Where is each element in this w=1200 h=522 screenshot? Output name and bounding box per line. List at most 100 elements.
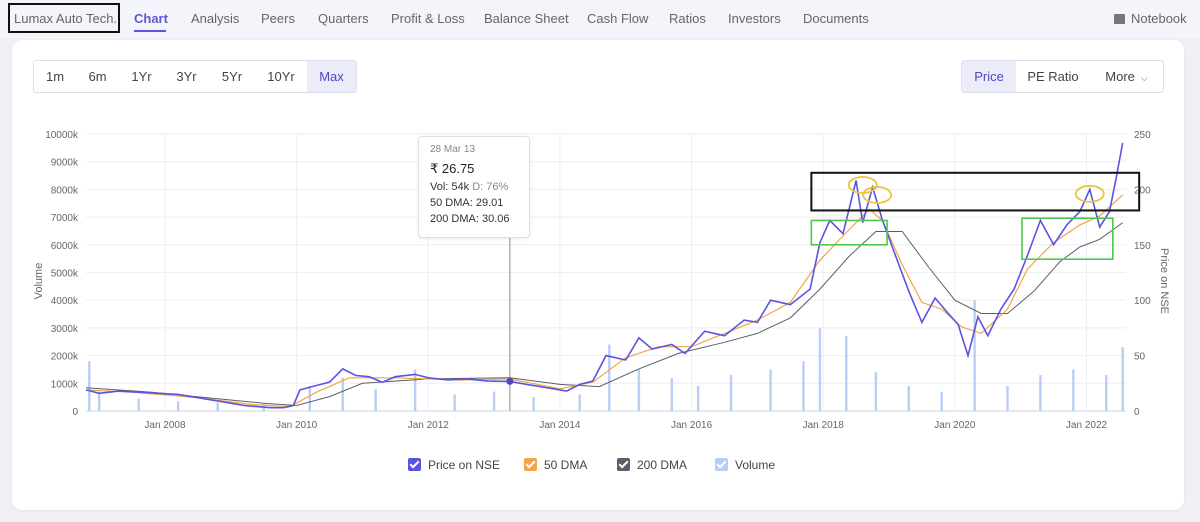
x-tick-label: Jan 2020: [934, 420, 976, 431]
pe-ratio-button[interactable]: PE Ratio: [1027, 69, 1079, 84]
price-line: [85, 142, 1124, 409]
tooltip-dma200: 200 DMA: 30.06: [430, 213, 510, 225]
chevron-down-icon: ⌵: [1140, 73, 1148, 83]
volume-bar: [341, 377, 344, 411]
peak-marker: [862, 186, 893, 204]
x-tick-label: Jan 2012: [408, 420, 450, 431]
volume-bar: [137, 398, 140, 411]
volume-bar: [845, 336, 848, 411]
peak-marker: [1074, 184, 1105, 203]
y-right-tick-label: 50: [1134, 352, 1146, 363]
y-right-tick-label: 250: [1134, 130, 1151, 141]
period-1yr-button[interactable]: 1Yr: [131, 69, 152, 84]
volume-bar: [973, 300, 976, 411]
legend-dma200[interactable]: 200 DMA: [617, 458, 687, 474]
y-left-tick-label: 7000k: [51, 213, 79, 224]
volume-bar: [802, 361, 805, 411]
chart-grid: [86, 133, 1126, 412]
tab-documents[interactable]: Documents: [803, 11, 869, 26]
volume-bar: [308, 386, 311, 411]
support-box: [810, 219, 888, 246]
view-selector: Price PE Ratio More ⌵: [961, 60, 1164, 93]
y-left-tick-label: 10000k: [45, 130, 79, 141]
dma50-line: [85, 194, 1124, 408]
tab-analysis[interactable]: Analysis: [191, 11, 240, 26]
y-left-axis-title: Volume: [33, 263, 45, 300]
tooltip-volume: Vol: 54k: [430, 181, 470, 193]
company-name[interactable]: Lumax Auto Tech.: [8, 3, 120, 33]
chart-legend: Price on NSE 50 DMA 200 DMA Volume: [0, 458, 1200, 474]
active-tab-indicator: [134, 30, 166, 32]
volume-bar: [1006, 386, 1009, 411]
annotation-overlays: [810, 171, 1141, 261]
y-left-tick-label: 2000k: [51, 352, 79, 363]
y-left-tick-label: 8000k: [51, 185, 79, 196]
checkbox-icon: [715, 458, 728, 471]
legend-price-label: Price on NSE: [428, 458, 501, 472]
hover-point: [506, 377, 514, 385]
notebook-label: Notebook: [1131, 11, 1187, 26]
tooltip-price: ₹ 26.75: [430, 161, 475, 176]
volume-bar: [608, 344, 611, 411]
volume-bar: [907, 386, 910, 411]
y-left-tick-label: 3000k: [51, 324, 79, 335]
legend-volume-label: Volume: [735, 458, 776, 472]
volume-bar: [216, 402, 219, 411]
volume-bar: [413, 369, 417, 411]
period-10yr-button[interactable]: 10Yr: [267, 69, 295, 84]
notebook-icon: [1114, 14, 1125, 24]
tab-quarters[interactable]: Quarters: [318, 11, 369, 26]
period-max-button[interactable]: Max: [307, 61, 356, 92]
tab-profit-loss[interactable]: Profit & Loss: [391, 11, 465, 26]
tab-balance-sheet[interactable]: Balance Sheet: [484, 11, 569, 26]
dma200-line: [85, 222, 1123, 407]
tab-chart[interactable]: Chart: [134, 11, 168, 26]
notebook-link[interactable]: Notebook: [1114, 11, 1187, 26]
volume-bar: [637, 369, 641, 411]
volume-bar: [532, 397, 535, 411]
y-left-tick-label: 9000k: [51, 158, 79, 169]
y-left-tick-label: 4000k: [51, 296, 79, 307]
support-box: [1021, 217, 1114, 261]
legend-price[interactable]: Price on NSE: [408, 458, 500, 474]
period-3yr-button[interactable]: 3Yr: [176, 69, 197, 84]
tooltip-volume-row: Vol: 54k D: 76%: [430, 181, 529, 193]
tab-peers[interactable]: Peers: [261, 11, 295, 26]
x-tick-label: Jan 2018: [803, 420, 845, 431]
chart-card: [12, 40, 1184, 510]
checkbox-icon: [524, 458, 537, 471]
y-right-tick-label: 200: [1134, 185, 1151, 196]
legend-dma50-label: 50 DMA: [544, 458, 588, 472]
y-right-axis-title: Price on NSE: [1158, 248, 1170, 314]
volume-bar: [729, 374, 733, 411]
tab-ratios[interactable]: Ratios: [669, 11, 706, 26]
tooltip-dma50: 50 DMA: 29.01: [430, 197, 504, 209]
period-5yr-button[interactable]: 5Yr: [221, 69, 243, 84]
volume-bar: [374, 388, 377, 411]
y-left-tick-label: 6000k: [51, 241, 79, 252]
price-view-button[interactable]: Price: [962, 61, 1016, 92]
y-left-tick-label: 0: [72, 407, 78, 418]
period-selector: 1m 6m 1Yr 3Yr 5Yr 10Yr Max: [33, 60, 357, 93]
tooltip-delivery: D: 76%: [472, 181, 509, 193]
more-button[interactable]: More ⌵: [1090, 61, 1163, 92]
legend-dma50[interactable]: 50 DMA: [524, 458, 587, 474]
legend-volume[interactable]: Volume: [715, 458, 775, 474]
tooltip-date: 28 Mar 13: [430, 144, 476, 155]
more-label: More: [1105, 69, 1135, 84]
tab-investors[interactable]: Investors: [728, 11, 781, 26]
axis-labels: 0 1000k 2000k 3000k 4000k 5000k 6000k 7000k 8000…: [33, 130, 1170, 431]
volume-bar: [940, 391, 943, 411]
period-1m-button[interactable]: 1m: [45, 69, 65, 84]
volume-bar: [696, 386, 700, 411]
volume-bar: [818, 327, 822, 411]
period-6m-button[interactable]: 6m: [88, 69, 107, 84]
price-tooltip: 28 Mar 13 ₹ 26.75 Vol: 54k D: 76% 50 DMA…: [418, 136, 530, 238]
checkbox-icon: [408, 458, 421, 471]
checkbox-icon: [617, 458, 630, 471]
volume-bar: [769, 369, 772, 411]
tab-cash-flow[interactable]: Cash Flow: [587, 11, 649, 26]
legend-dma200-label: 200 DMA: [637, 458, 688, 472]
x-tick-label: Jan 2014: [539, 420, 581, 431]
